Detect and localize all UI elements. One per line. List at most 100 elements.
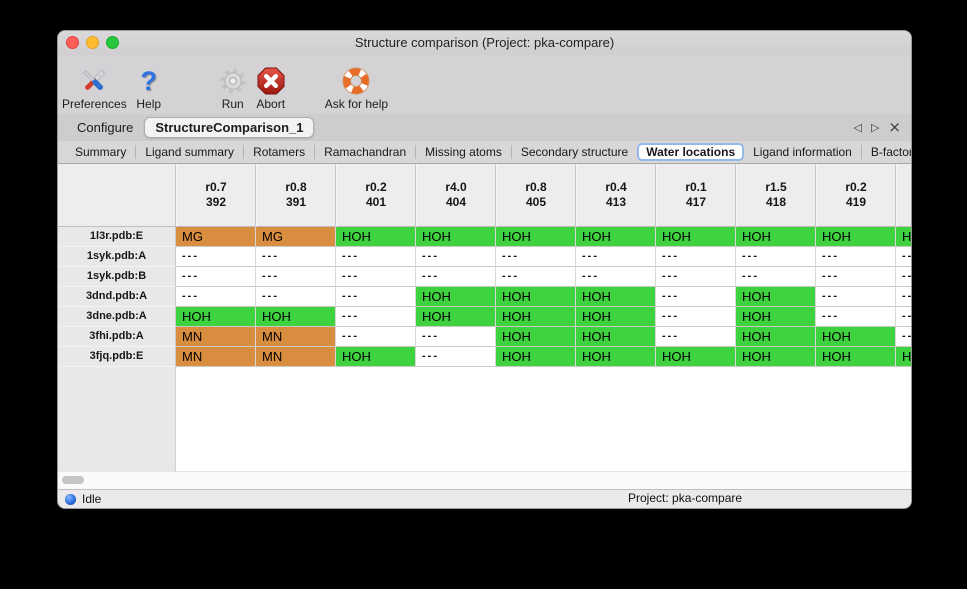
- water-cell[interactable]: ---: [816, 307, 896, 327]
- horizontal-scrollbar-thumb[interactable]: [62, 476, 84, 484]
- water-cell[interactable]: HOH: [416, 307, 496, 327]
- water-cell[interactable]: ---: [736, 247, 816, 267]
- water-cell[interactable]: ---: [656, 327, 736, 347]
- water-cell[interactable]: HOH: [496, 347, 576, 367]
- subtab-missing-atoms[interactable]: Missing atoms: [425, 145, 502, 159]
- minimize-window-button[interactable]: [86, 36, 99, 49]
- water-cell[interactable]: ---: [256, 247, 336, 267]
- water-cell[interactable]: ---: [496, 267, 576, 287]
- water-cell[interactable]: ---: [896, 307, 911, 327]
- column-header: [896, 164, 911, 227]
- water-cell[interactable]: ---: [656, 267, 736, 287]
- water-cell[interactable]: ---: [416, 347, 496, 367]
- ask-for-help-button[interactable]: Ask for help: [325, 65, 388, 111]
- water-cell[interactable]: MG: [176, 227, 256, 247]
- water-cell[interactable]: MN: [176, 347, 256, 367]
- water-cell[interactable]: ---: [656, 287, 736, 307]
- tab-close-icon[interactable]: ×: [888, 118, 901, 136]
- subtab-b-factors[interactable]: B-factors: [870, 145, 911, 159]
- water-cell[interactable]: HOH: [736, 287, 816, 307]
- water-cell[interactable]: ---: [496, 247, 576, 267]
- subtab-ligand-summary[interactable]: Ligand summary: [145, 145, 235, 159]
- water-cell[interactable]: HOH: [176, 307, 256, 327]
- water-cell[interactable]: ---: [336, 287, 416, 307]
- water-cell[interactable]: ---: [416, 267, 496, 287]
- water-cell[interactable]: ---: [816, 287, 896, 307]
- water-cell[interactable]: ---: [256, 267, 336, 287]
- titlebar[interactable]: Structure comparison (Project: pka-compa…: [58, 31, 911, 55]
- tab-next-icon[interactable]: ▷: [870, 121, 880, 134]
- water-cell[interactable]: HOH: [256, 307, 336, 327]
- water-cell[interactable]: ---: [896, 327, 911, 347]
- water-cell[interactable]: ---: [336, 307, 416, 327]
- close-window-button[interactable]: [66, 36, 79, 49]
- water-cell[interactable]: ---: [576, 267, 656, 287]
- water-cell[interactable]: ---: [656, 307, 736, 327]
- subtab-ligand-information[interactable]: Ligand information: [753, 145, 852, 159]
- water-cell[interactable]: HOH: [496, 327, 576, 347]
- water-cell[interactable]: ---: [736, 267, 816, 287]
- water-cell[interactable]: HOH: [656, 227, 736, 247]
- subtab-summary[interactable]: Summary: [75, 145, 127, 159]
- subtab-water-locations[interactable]: Water locations: [637, 143, 745, 161]
- run-button[interactable]: Run: [217, 65, 249, 111]
- water-cell[interactable]: ---: [416, 327, 496, 347]
- water-cell[interactable]: ---: [336, 247, 416, 267]
- water-cell[interactable]: HOH: [496, 227, 576, 247]
- water-cell[interactable]: HOH: [496, 287, 576, 307]
- water-cell[interactable]: ---: [656, 247, 736, 267]
- water-cell[interactable]: MN: [256, 347, 336, 367]
- app-window: Structure comparison (Project: pka-compa…: [57, 30, 912, 509]
- water-cell[interactable]: ---: [336, 327, 416, 347]
- subtab-secondary-structure[interactable]: Secondary structure: [520, 145, 629, 159]
- water-cell[interactable]: HOH: [576, 327, 656, 347]
- abort-button[interactable]: Abort: [255, 65, 287, 111]
- water-cell[interactable]: HOH: [736, 327, 816, 347]
- water-cell[interactable]: ---: [336, 267, 416, 287]
- water-cell[interactable]: HOH: [896, 347, 911, 367]
- water-cell[interactable]: HOH: [416, 287, 496, 307]
- help-button[interactable]: ? Help: [133, 65, 165, 111]
- water-cell[interactable]: HOH: [416, 227, 496, 247]
- water-cell[interactable]: ---: [896, 287, 911, 307]
- water-cell[interactable]: HOH: [816, 327, 896, 347]
- tab-structurecomparison-1[interactable]: StructureComparison_1: [144, 117, 315, 138]
- water-cell[interactable]: HOH: [336, 347, 416, 367]
- water-cell[interactable]: HOH: [576, 227, 656, 247]
- water-cell[interactable]: HOH: [816, 227, 896, 247]
- water-cell[interactable]: ---: [816, 267, 896, 287]
- tab-prev-icon[interactable]: ◁: [853, 121, 862, 134]
- horizontal-scrollbar[interactable]: [58, 471, 911, 489]
- water-cell[interactable]: ---: [576, 247, 656, 267]
- water-cell[interactable]: HOH: [896, 227, 911, 247]
- water-cell[interactable]: ---: [176, 247, 256, 267]
- water-cell[interactable]: HOH: [656, 347, 736, 367]
- water-cell[interactable]: ---: [416, 247, 496, 267]
- water-cell[interactable]: MN: [256, 327, 336, 347]
- subtab-ramachandran[interactable]: Ramachandran: [324, 145, 407, 159]
- water-cell[interactable]: MG: [256, 227, 336, 247]
- water-cell[interactable]: ---: [256, 287, 336, 307]
- water-cell[interactable]: ---: [896, 267, 911, 287]
- water-cell[interactable]: HOH: [576, 347, 656, 367]
- water-cell[interactable]: HOH: [736, 347, 816, 367]
- preferences-button[interactable]: Preferences: [62, 65, 127, 111]
- water-cell[interactable]: HOH: [576, 287, 656, 307]
- water-cell[interactable]: ---: [176, 287, 256, 307]
- water-cell[interactable]: HOH: [736, 307, 816, 327]
- water-cell[interactable]: ---: [176, 267, 256, 287]
- water-cell[interactable]: ---: [896, 247, 911, 267]
- column-header: r4.0 404: [416, 164, 496, 227]
- water-cell[interactable]: HOH: [816, 347, 896, 367]
- water-cell[interactable]: HOH: [336, 227, 416, 247]
- water-cell[interactable]: HOH: [496, 307, 576, 327]
- water-cell[interactable]: HOH: [576, 307, 656, 327]
- water-cell[interactable]: ---: [816, 247, 896, 267]
- water-cell[interactable]: MN: [176, 327, 256, 347]
- water-cell[interactable]: HOH: [736, 227, 816, 247]
- subtab-rotamers[interactable]: Rotamers: [253, 145, 306, 159]
- zoom-window-button[interactable]: [106, 36, 119, 49]
- tab-configure[interactable]: Configure: [77, 120, 134, 135]
